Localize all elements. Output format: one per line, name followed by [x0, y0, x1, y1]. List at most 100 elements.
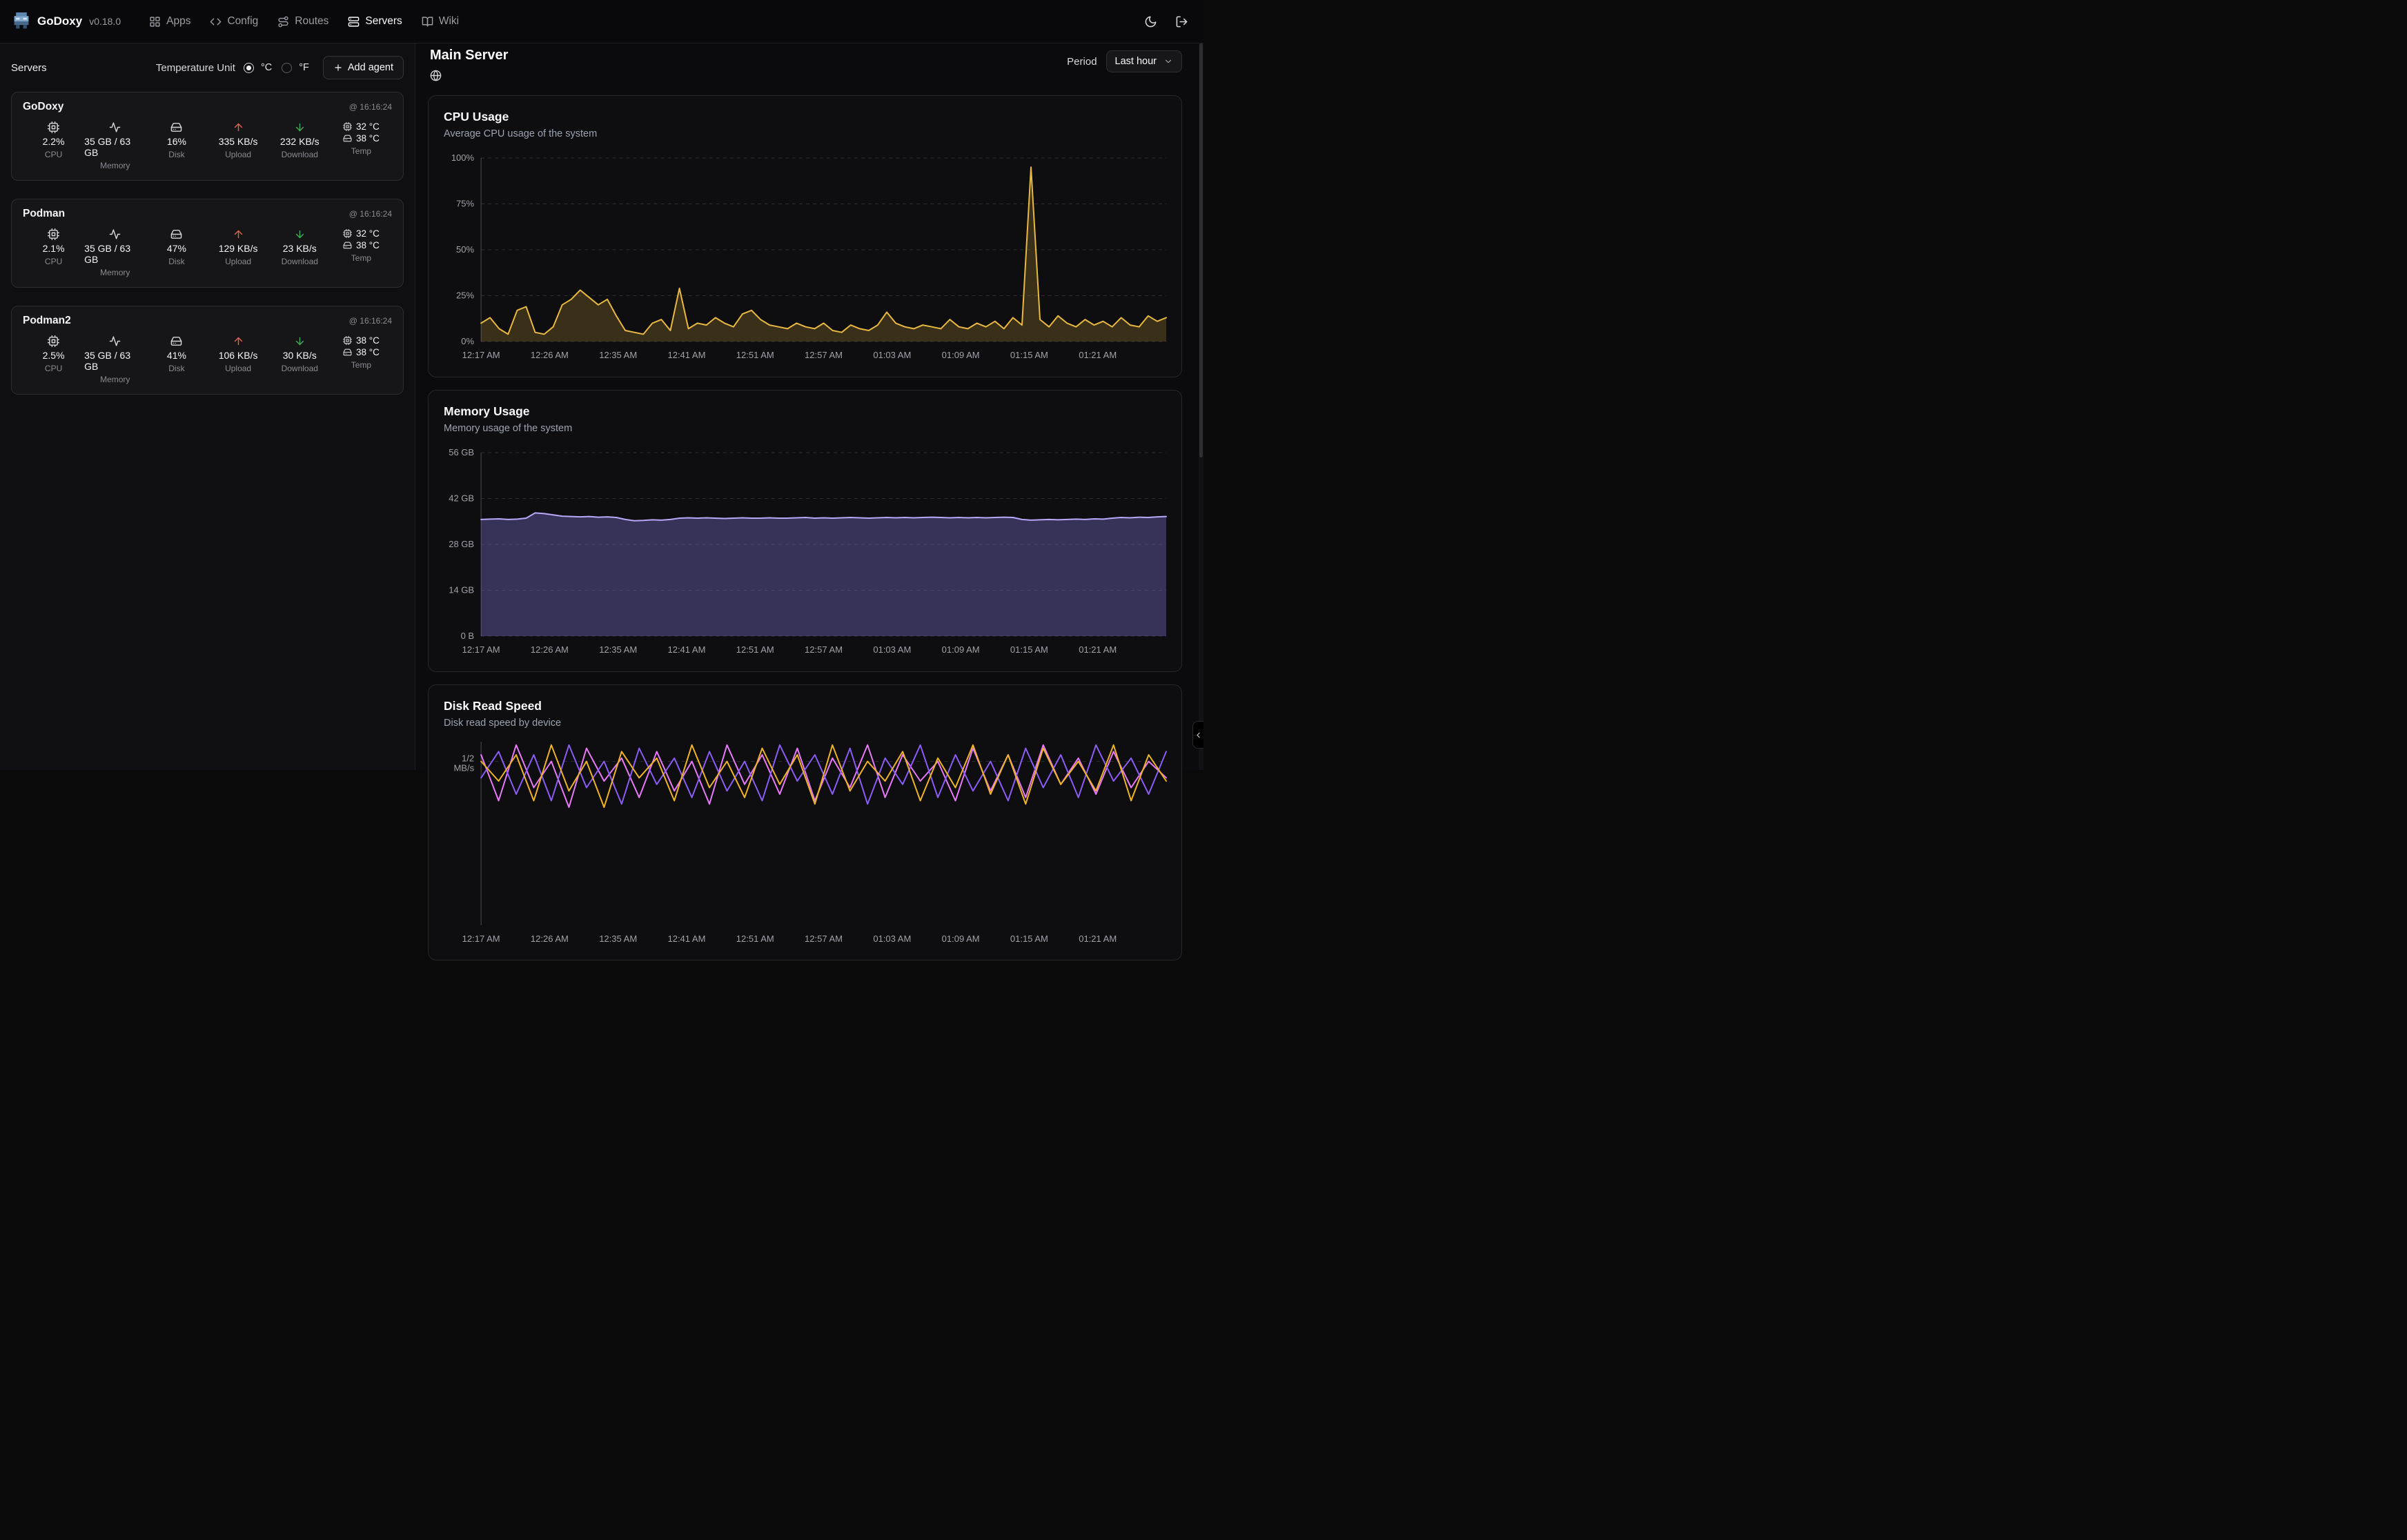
hard-drive-icon: [343, 134, 352, 143]
chart-title: Disk Read Speed: [444, 699, 542, 713]
stat-label: Upload: [225, 257, 252, 266]
arrow-up-icon: [233, 121, 244, 133]
stat-download: 232 KB/s Download: [269, 121, 331, 170]
stat-label: Temp: [351, 146, 372, 156]
stat-label: Upload: [225, 364, 252, 373]
svg-text:12:57 AM: 12:57 AM: [805, 644, 843, 655]
add-agent-button[interactable]: Add agent: [322, 56, 404, 79]
stat-download: 23 KB/s Download: [269, 228, 331, 277]
cpu-usage-chart[interactable]: 0% 25% 50% 75% 100% 12:17 AM 12:26 AM 12:35 AM 1…: [437, 151, 1172, 366]
svg-text:01:15 AM: 01:15 AM: [1010, 350, 1048, 360]
scrollbar-thumb[interactable]: [1199, 43, 1203, 457]
fahrenheit-label: °F: [299, 62, 309, 73]
nav-label: Routes: [295, 15, 329, 27]
server-stats: 2.1% CPU 35 GB / 63 GB Memory 47% Disk 1…: [23, 228, 392, 277]
celsius-label: °C: [260, 62, 273, 73]
arrow-up-icon: [233, 228, 244, 240]
book-icon: [422, 16, 433, 28]
svg-text:12:35 AM: 12:35 AM: [599, 934, 637, 944]
server-card-godoxy[interactable]: GoDoxy @ 16:16:24 2.2% CPU 35 GB / 63 GB…: [11, 92, 404, 181]
server-timestamp: @ 16:16:24: [348, 316, 392, 326]
svg-text:100%: 100%: [451, 152, 475, 163]
stat-label: Disk: [168, 364, 185, 373]
stat-value: 2.1%: [42, 243, 65, 254]
server-timestamp: @ 16:16:24: [348, 209, 392, 219]
celsius-radio[interactable]: [243, 62, 254, 73]
stat-value: 2.5%: [42, 350, 65, 361]
hard-drive-icon: [170, 121, 182, 133]
logout-icon: [1175, 15, 1188, 28]
chart-subtitle: Average CPU usage of the system: [444, 128, 598, 139]
svg-text:12:26 AM: 12:26 AM: [531, 350, 569, 360]
nav-label: Wiki: [438, 15, 460, 27]
stat-cpu: 2.1% CPU: [23, 228, 84, 277]
stat-memory: 35 GB / 63 GB Memory: [84, 121, 146, 170]
stat-label: CPU: [44, 150, 63, 159]
stat-label: Temp: [351, 360, 372, 370]
servers-sidebar: Servers Temperature Unit °C °F Add agent…: [0, 43, 415, 770]
nav-item-apps[interactable]: Apps: [141, 10, 198, 33]
stat-label: Memory: [100, 375, 130, 384]
stat-value: 23 KB/s: [282, 243, 317, 254]
svg-text:12:17 AM: 12:17 AM: [462, 934, 500, 944]
svg-text:25%: 25%: [456, 290, 474, 301]
stat-disk: 47% Disk: [146, 228, 207, 277]
stat-disk: 16% Disk: [146, 121, 207, 170]
route-icon: [277, 16, 289, 28]
activity-icon: [109, 228, 121, 240]
svg-text:01:03 AM: 01:03 AM: [873, 934, 911, 944]
disk-read-speed-chart[interactable]: 1/2 MB/s 12:17 AM 12:26 AM 12:35 AM 12:41 AM 1…: [437, 735, 1172, 950]
stat-label: Download: [281, 364, 318, 373]
theme-toggle-button[interactable]: [1144, 15, 1157, 28]
stat-value: 38 °C: [355, 347, 380, 357]
svg-text:01:15 AM: 01:15 AM: [1010, 934, 1048, 944]
activity-icon: [109, 121, 121, 133]
svg-text:01:21 AM: 01:21 AM: [1079, 350, 1117, 360]
brand: GoDoxy v0.18.0: [12, 12, 121, 30]
navbar-actions: [1144, 15, 1191, 28]
stat-label: Disk: [168, 257, 185, 266]
stat-value: 2.2%: [42, 136, 65, 147]
hard-drive-icon: [170, 228, 182, 240]
stat-value: 335 KB/s: [218, 136, 258, 147]
nav-item-config[interactable]: Config: [202, 10, 266, 33]
arrow-down-icon: [294, 228, 306, 240]
stat-upload: 335 KB/s Upload: [208, 121, 269, 170]
server-card-list: GoDoxy @ 16:16:24 2.2% CPU 35 GB / 63 GB…: [11, 92, 404, 395]
nav-item-servers[interactable]: Servers: [340, 10, 409, 33]
grid-icon: [149, 16, 161, 28]
svg-text:01:21 AM: 01:21 AM: [1079, 644, 1117, 655]
stat-memory: 35 GB / 63 GB Memory: [84, 228, 146, 277]
stat-label: Temp: [351, 253, 372, 263]
memory-usage-chart[interactable]: 0 B 14 GB 28 GB 42 GB 56 GB 12:17 AM 12:26 AM 1…: [437, 446, 1172, 661]
chevron-left-icon: [1194, 731, 1203, 740]
globe-icon: [430, 70, 442, 81]
svg-text:12:57 AM: 12:57 AM: [805, 350, 843, 360]
stat-temp: 38 °C 38 °C Temp: [331, 335, 392, 384]
logout-button[interactable]: [1175, 15, 1188, 28]
svg-text:12:41 AM: 12:41 AM: [667, 350, 705, 360]
fahrenheit-radio[interactable]: [282, 62, 293, 73]
stat-value: 47%: [166, 243, 186, 254]
svg-text:12:41 AM: 12:41 AM: [667, 644, 705, 655]
svg-text:75%: 75%: [456, 199, 474, 209]
period-control: Period Last hour: [1067, 50, 1182, 72]
stat-label: Download: [281, 257, 318, 266]
moon-icon: [1144, 15, 1157, 28]
cpu-icon: [343, 336, 352, 345]
server-card-podman2[interactable]: Podman2 @ 16:16:24 2.5% CPU 35 GB / 63 G…: [11, 306, 404, 395]
nav-item-routes[interactable]: Routes: [270, 10, 336, 33]
nav-item-wiki[interactable]: Wiki: [414, 10, 466, 33]
svg-text:14 GB: 14 GB: [449, 585, 474, 595]
period-select[interactable]: Last hour: [1106, 50, 1182, 72]
collapse-panel-handle[interactable]: [1192, 721, 1204, 749]
chart-subtitle: Memory usage of the system: [444, 423, 573, 434]
server-card-podman[interactable]: Podman @ 16:16:24 2.1% CPU 35 GB / 63 GB…: [11, 199, 404, 288]
arrow-down-icon: [294, 121, 306, 133]
server-name: GoDoxy: [23, 101, 64, 112]
plus-icon: [333, 63, 343, 72]
cpu-icon: [48, 121, 59, 133]
stat-value: 38 °C: [355, 133, 380, 144]
stat-label: Download: [281, 150, 318, 159]
stat-value: 35 GB / 63 GB: [84, 136, 131, 158]
